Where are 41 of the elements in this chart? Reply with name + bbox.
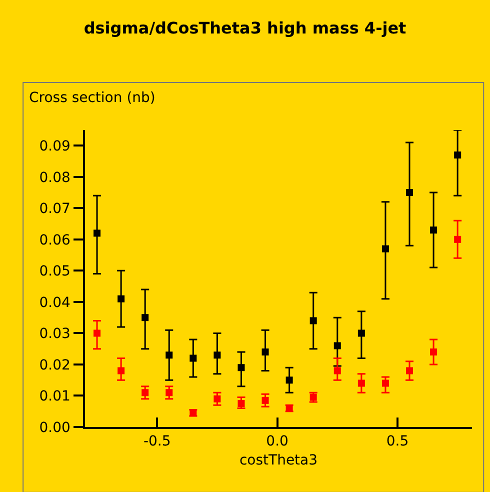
point	[190, 354, 197, 362]
point	[382, 245, 389, 252]
y-tick-label: 0.04	[39, 294, 71, 311]
y-tick-label: 0.02	[39, 357, 70, 374]
point	[430, 226, 438, 234]
point	[358, 330, 365, 337]
point	[334, 342, 341, 350]
x-axis-title: costTheta3	[239, 452, 318, 468]
chart-title: dsigma/dCosTheta3 high mass 4-jet	[84, 18, 407, 38]
x-tick-label: 0.0	[266, 434, 288, 450]
y-tick-label: 0.06	[39, 232, 71, 248]
y-tick-label: 0.08	[39, 170, 70, 186]
point	[94, 330, 101, 337]
point	[118, 295, 125, 302]
point	[94, 230, 101, 237]
y-tick-label: 0.03	[39, 326, 70, 342]
point	[334, 367, 341, 374]
y-tick-label: 0.00	[39, 420, 70, 436]
x-tick-label: -0.5	[143, 434, 171, 450]
y-tick-label: 0.05	[39, 264, 70, 280]
point	[430, 348, 438, 356]
point	[382, 380, 389, 387]
point	[142, 314, 149, 322]
point	[310, 317, 317, 324]
point	[166, 352, 173, 359]
point	[406, 367, 413, 374]
point	[286, 376, 293, 384]
point	[214, 352, 221, 359]
point	[238, 364, 245, 372]
point	[118, 367, 125, 374]
point	[238, 400, 245, 408]
y-tick-label: 0.01	[39, 388, 70, 405]
point	[454, 236, 462, 243]
point	[406, 189, 413, 196]
point	[454, 152, 462, 159]
x-tick-label: 0.5	[386, 434, 409, 450]
point	[358, 380, 365, 387]
y-tick-label: 0.07	[39, 201, 70, 218]
y-tick-label: 0.09	[39, 138, 70, 155]
y-axis-title: Cross section (nb)	[29, 90, 156, 106]
point	[262, 348, 269, 356]
